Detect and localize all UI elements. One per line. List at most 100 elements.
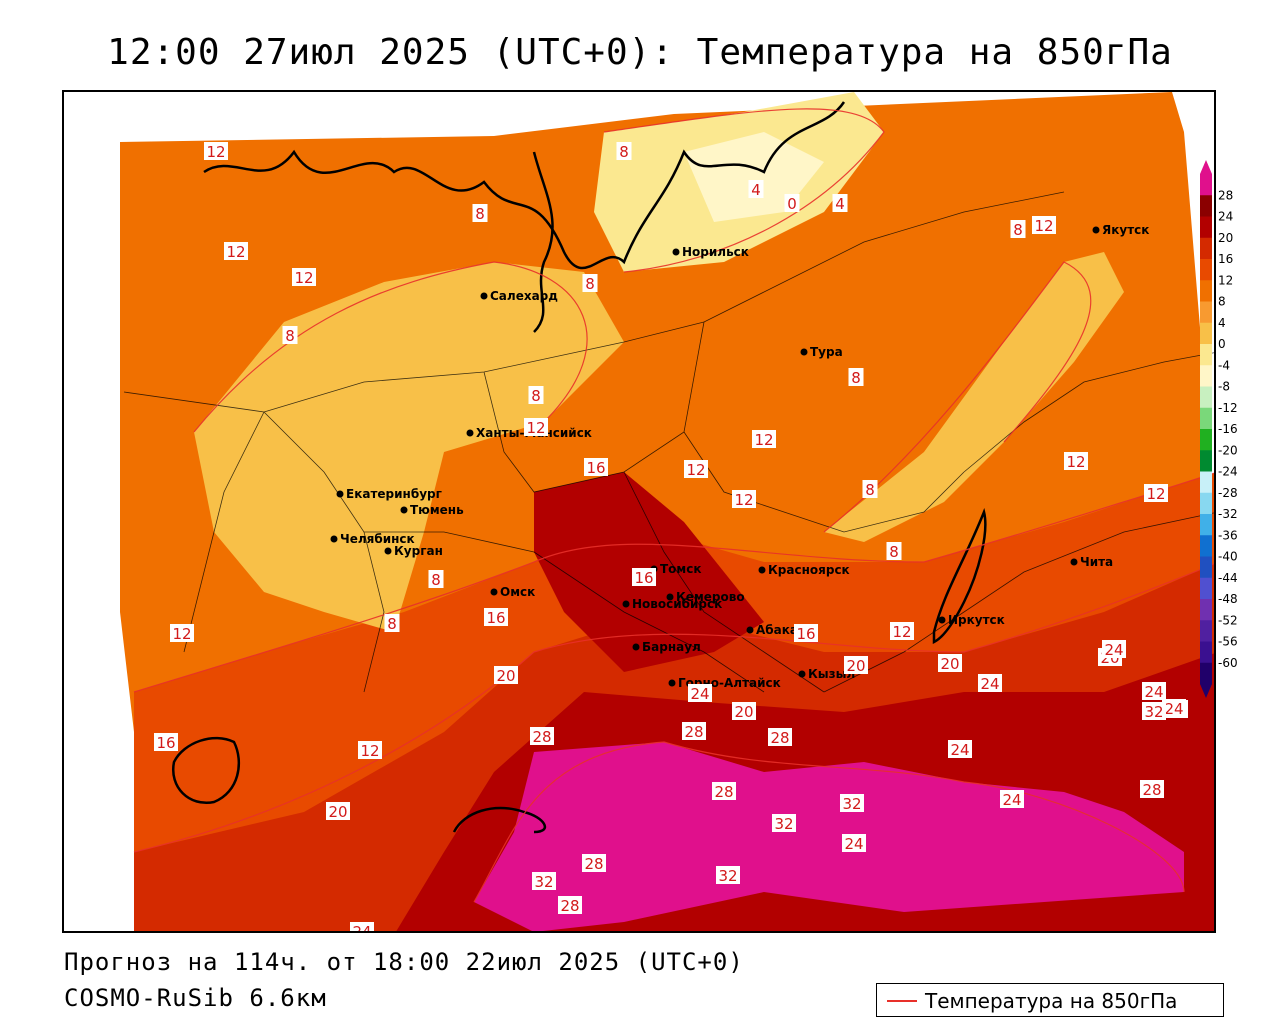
city-dot bbox=[480, 292, 488, 300]
city-dot bbox=[490, 588, 498, 596]
map-canvas: НорильскЯкутскСалехардТураХанты-Мансийск… bbox=[64, 92, 1214, 933]
isotherm-label-box bbox=[558, 896, 582, 914]
colorbar-tick-label: -56 bbox=[1218, 635, 1238, 649]
colorbar-top-arrow bbox=[1200, 160, 1212, 174]
isotherm-label: 8 bbox=[472, 204, 488, 223]
colorbar-segment bbox=[1200, 471, 1212, 494]
isotherm-label-text: 24 bbox=[1002, 791, 1021, 809]
region-borders bbox=[123, 191, 1214, 693]
city-label: Омск bbox=[500, 585, 535, 599]
isotherm-label-box bbox=[948, 740, 972, 758]
isotherm-label-box bbox=[938, 654, 962, 672]
colorbar-tick-label: 0 bbox=[1218, 337, 1226, 351]
isotherm-label: 4 bbox=[748, 180, 764, 199]
city-label: Новосибирск bbox=[632, 597, 722, 611]
isotherm-label-text: 4 bbox=[751, 181, 761, 199]
isotherm-label-box bbox=[732, 490, 756, 508]
lake-balkhash bbox=[452, 806, 547, 834]
city-label: Кызыл bbox=[808, 667, 855, 681]
colorbar-segment bbox=[1200, 514, 1212, 536]
city-label: Тюмень bbox=[410, 503, 464, 517]
colorbar-segment bbox=[1200, 301, 1212, 324]
city-label: Томск bbox=[660, 562, 702, 576]
isotherm-label-box bbox=[1162, 699, 1186, 717]
colorbar-tick-label: -60 bbox=[1218, 656, 1238, 670]
city-label: Екатеринбург bbox=[346, 487, 442, 501]
isotherm-label-text: 24 bbox=[1144, 683, 1163, 701]
isotherm-label-text: 28 bbox=[584, 855, 603, 873]
isotherm-label-text: 20 bbox=[328, 803, 347, 821]
city-dot bbox=[1092, 226, 1100, 234]
isotherm-label-text: 12 bbox=[294, 269, 313, 287]
isotherm-label-box bbox=[524, 418, 548, 436]
isotherm-label: 24 bbox=[1102, 640, 1126, 659]
colorbar-tick-label: 28 bbox=[1218, 188, 1233, 202]
colorbar-tick-label: -48 bbox=[1218, 592, 1238, 606]
isotherm-label: 8 bbox=[384, 614, 400, 633]
colorbar-tick-label: 16 bbox=[1218, 252, 1233, 266]
isotherm-label: 28 bbox=[682, 722, 706, 741]
colorbar-tick-label: 4 bbox=[1218, 316, 1226, 330]
isotherm-label-text: 24 bbox=[690, 685, 709, 703]
colorbar-segment bbox=[1200, 322, 1212, 345]
isotherm-label-text: 8 bbox=[431, 571, 441, 589]
isotherm-label: 20 bbox=[732, 702, 756, 721]
isotherm-label-box bbox=[1032, 216, 1056, 234]
colorbar-segment bbox=[1200, 620, 1212, 642]
isotherm-label-box bbox=[844, 656, 868, 674]
isotherm-label: 12 bbox=[890, 622, 914, 641]
isotherm-label-box bbox=[1140, 780, 1164, 798]
isotherm-label-box bbox=[632, 568, 656, 586]
isotherm-label: 24 bbox=[350, 922, 374, 933]
isotherm-label-box bbox=[752, 430, 776, 448]
city-dot bbox=[466, 429, 474, 437]
isotherm-label-box bbox=[832, 194, 848, 212]
lake-baikal bbox=[932, 507, 987, 645]
colorbar-tick-label: -16 bbox=[1218, 422, 1238, 436]
isotherm-label: 24 bbox=[688, 684, 712, 703]
isotherm-label: 28 bbox=[558, 896, 582, 915]
city-label: Челябинск bbox=[340, 532, 415, 546]
isotherm-label-box bbox=[784, 194, 800, 212]
isotherm-label-box bbox=[886, 542, 902, 560]
isotherm-label-text: 12 bbox=[754, 431, 773, 449]
isotherm-label: 12 bbox=[1144, 484, 1168, 503]
isotherm-label-text: 8 bbox=[619, 143, 629, 161]
isotherm-label-text: 24 bbox=[980, 675, 999, 693]
isotherm-label-box bbox=[584, 458, 608, 476]
isotherm-label-box bbox=[890, 622, 914, 640]
legend-label: Температура на 850гПа bbox=[925, 989, 1178, 1013]
isotherm-label-text: 24 bbox=[1104, 641, 1123, 659]
isotherm-label: 16 bbox=[154, 733, 178, 752]
colorbar-tick-label: -8 bbox=[1218, 380, 1230, 394]
isotherm-label: 32 bbox=[1142, 702, 1166, 721]
isotherm-label-box bbox=[840, 794, 864, 812]
isotherm-label: 20 bbox=[844, 656, 868, 675]
isotherm-label: 28 bbox=[582, 854, 606, 873]
colorbar-bottom-arrow bbox=[1200, 684, 1212, 698]
isotherm-label: 32 bbox=[840, 794, 864, 813]
city-dot bbox=[938, 616, 946, 624]
city-dot bbox=[632, 643, 640, 651]
colorbar-segment bbox=[1200, 386, 1212, 409]
isotherm-label-box bbox=[292, 268, 316, 286]
colorbar-tick-label: -40 bbox=[1218, 550, 1238, 564]
isotherm-label: 12 bbox=[170, 624, 194, 643]
isotherm-label: 4 bbox=[832, 194, 848, 213]
isotherm-label-box bbox=[204, 142, 228, 160]
isotherm-label-text: 12 bbox=[206, 143, 225, 161]
isotherm-label: 32 bbox=[772, 814, 796, 833]
city-dot bbox=[400, 506, 408, 514]
colorbar-segment bbox=[1200, 641, 1212, 664]
isotherm-label: 16 bbox=[632, 568, 656, 587]
isotherm-label-box bbox=[732, 702, 756, 720]
city-label: Кемерово bbox=[676, 590, 745, 604]
isotherm-label-text: 12 bbox=[1146, 485, 1165, 503]
isotherm-label-box bbox=[1000, 790, 1024, 808]
map-title: 12:00 27июл 2025 (UTC+0): Температура на… bbox=[107, 32, 1173, 73]
city-label: Иркутск bbox=[948, 613, 1005, 627]
isotherm-label-text: 12 bbox=[172, 625, 191, 643]
isotherm-label: 8 bbox=[282, 326, 298, 345]
isotherm-label-text: 24 bbox=[352, 923, 371, 933]
aral-sea bbox=[171, 736, 241, 805]
